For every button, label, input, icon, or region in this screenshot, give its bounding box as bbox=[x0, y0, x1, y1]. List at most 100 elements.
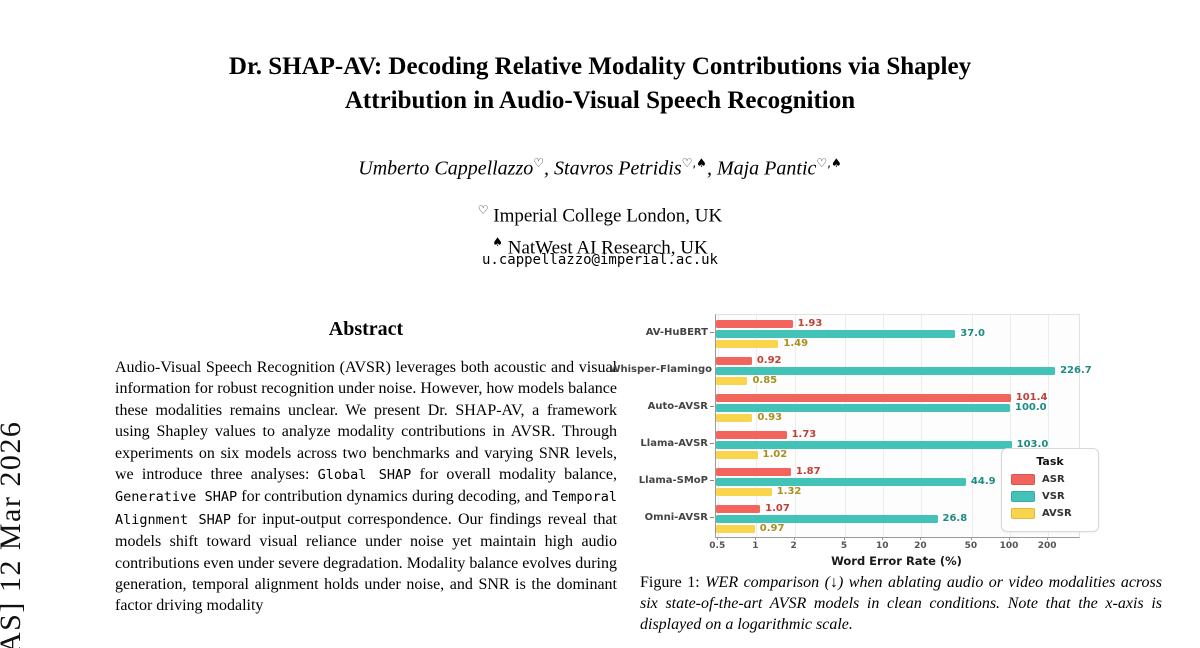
affiliation-text: Imperial College London, UK bbox=[488, 205, 723, 227]
bar-value-label: 226.7 bbox=[1060, 365, 1092, 376]
x-tick-label: 0.5 bbox=[709, 541, 726, 551]
bar-row: 0.97 bbox=[716, 524, 1079, 534]
bar-row: 1.49 bbox=[716, 338, 1079, 349]
category-label: AV-HuBERT bbox=[636, 314, 714, 351]
figure-caption-text: WER comparison (↓) when ablating audio o… bbox=[640, 574, 1163, 634]
abstract-heading: Abstract bbox=[328, 318, 404, 340]
figure-caption-label: Figure 1: bbox=[640, 574, 700, 591]
bar-row: 1.07 bbox=[716, 504, 1079, 514]
bar-value-label: 1.87 bbox=[795, 466, 821, 477]
bar-row: 26.8 bbox=[716, 513, 1079, 524]
abstract-segment: for overall modality balance, bbox=[411, 466, 618, 484]
chart-x-ticks: 0.5 1 2 5 10 20 50 100 200 bbox=[709, 537, 1078, 551]
bar-value-label: 44.9 bbox=[970, 476, 996, 487]
bar-value-label: 0.93 bbox=[757, 412, 783, 423]
gridline bbox=[756, 315, 758, 537]
author-name: Stavros Petridis bbox=[554, 157, 682, 180]
x-tick-mark bbox=[844, 537, 846, 540]
bar-value-label: 1.49 bbox=[783, 338, 809, 349]
category-label: Auto-AVSR bbox=[636, 388, 714, 425]
legend-swatch-avsr bbox=[1011, 508, 1035, 519]
bar-value-label: 26.8 bbox=[942, 513, 968, 524]
x-tick-label: 5 bbox=[840, 541, 848, 551]
affiliation-symbol: ♡ bbox=[477, 203, 489, 217]
bar-group: 1.87 44.9 1.32 bbox=[716, 463, 1079, 500]
legend-entry: ASR bbox=[1011, 474, 1089, 485]
abstract-segment: for input-output correspondence. Our fin… bbox=[115, 510, 617, 615]
chart-legend: Task ASR VSR AVSR bbox=[1001, 448, 1099, 532]
chart-bar-groups: 1.93 37.0 1.49 0.92 226.7 0.85 101.4 100.0 0.93 1… bbox=[716, 315, 1092, 537]
gridline bbox=[883, 315, 885, 537]
bar-row: 103.0 bbox=[716, 440, 1079, 450]
contact-email: u.cappellazzo@imperial.ac.uk bbox=[481, 252, 718, 268]
author-separator: , bbox=[544, 157, 555, 180]
authors-line: Umberto Cappellazzo♡, Stavros Petridis♡,… bbox=[0, 156, 1200, 181]
bar-avsr bbox=[716, 413, 753, 422]
chart-category-labels: AV-HuBERT Whisper-Flamingo Auto-AVSR Llama-… bbox=[609, 314, 714, 536]
x-tick-mark bbox=[1047, 537, 1049, 540]
figure-chart: AV-HuBERT Whisper-Flamingo Auto-AVSR Llama-… bbox=[609, 306, 1196, 574]
legend-label: VSR bbox=[1042, 491, 1065, 502]
author-separator: , bbox=[706, 157, 717, 180]
legend-swatch-vsr bbox=[1011, 491, 1035, 502]
gridline bbox=[921, 315, 923, 537]
bar-row: 0.92 bbox=[716, 355, 1079, 366]
x-tick-label: 50 bbox=[964, 541, 978, 551]
affiliation-text: NatWest AI Research, UK bbox=[502, 237, 708, 259]
abstract-mono-term: Temporal Alignment SHAP bbox=[115, 489, 617, 528]
bar-group: 0.92 226.7 0.85 bbox=[716, 352, 1092, 389]
gridline bbox=[718, 315, 720, 537]
x-tick-mark bbox=[970, 537, 972, 540]
gridline bbox=[1048, 315, 1050, 537]
bar-asr bbox=[716, 319, 793, 328]
bar-avsr bbox=[716, 339, 779, 348]
bar-row: 1.93 bbox=[716, 319, 1079, 329]
bar-value-label: 1.73 bbox=[791, 429, 817, 440]
bar-group: 101.4 100.0 0.93 bbox=[716, 389, 1079, 426]
bar-value-label: 37.0 bbox=[960, 328, 985, 339]
bar-value-label: 0.92 bbox=[756, 355, 782, 366]
x-tick-label: 20 bbox=[914, 541, 927, 551]
chart-x-axis-label: Word Error Rate (%) bbox=[831, 554, 962, 568]
bar-group: 1.07 26.8 0.97 bbox=[716, 500, 1079, 537]
author-name: Maja Pantic bbox=[716, 157, 817, 180]
legend-label: AVSR bbox=[1042, 508, 1072, 519]
paper-title: Dr. SHAP-AV: Decoding Relative Modality … bbox=[0, 50, 1200, 118]
abstract-text: Audio-Visual Speech Recognition (AVSR) l… bbox=[115, 357, 617, 617]
chart-plot-area: 1.93 37.0 1.49 0.92 226.7 0.85 101.4 100.0 0.93 1… bbox=[715, 314, 1092, 538]
bar-row: 100.0 bbox=[716, 402, 1079, 413]
bar-group: 1.93 37.0 1.49 bbox=[716, 315, 1079, 352]
author-affiliation-marks: ♡,♠ bbox=[681, 156, 707, 170]
bar-row: 0.85 bbox=[716, 376, 1079, 386]
bar-asr bbox=[716, 393, 1011, 402]
figure-caption: Figure 1: WER comparison (↓) when ablati… bbox=[640, 572, 1162, 636]
bar-asr bbox=[716, 504, 761, 513]
bar-vsr bbox=[716, 403, 1010, 412]
bar-row: 0.93 bbox=[716, 412, 1079, 423]
legend-swatch-asr bbox=[1011, 474, 1035, 485]
category-label: Llama-SMoP bbox=[636, 462, 714, 499]
bar-vsr bbox=[716, 329, 956, 338]
category-label: Omni-AVSR bbox=[636, 499, 714, 536]
bar-row: 1.87 bbox=[716, 466, 1079, 477]
x-tick-label: 2 bbox=[790, 541, 797, 551]
arxiv-watermark: AS] 12 Mar 2026 bbox=[0, 420, 27, 648]
legend-title: Task bbox=[1036, 455, 1064, 468]
bar-value-label: 1.32 bbox=[776, 486, 802, 497]
x-tick-label: 200 bbox=[1037, 541, 1057, 551]
author-name: Umberto Cappellazzo bbox=[358, 157, 534, 180]
affiliation-line: ♠ NatWest AI Research, UK bbox=[0, 229, 1200, 261]
affiliations: ♡ Imperial College London, UK ♠ NatWest A… bbox=[0, 197, 1200, 262]
bar-value-label: 100.0 bbox=[1015, 402, 1047, 413]
x-tick-mark bbox=[755, 537, 757, 540]
gridline bbox=[845, 315, 847, 537]
paper-title-line1: Dr. SHAP-AV: Decoding Relative Modality … bbox=[228, 53, 972, 80]
legend-entry: AVSR bbox=[1011, 508, 1089, 519]
bar-vsr bbox=[716, 366, 1056, 375]
category-label: Llama-AVSR bbox=[636, 425, 714, 462]
bar-avsr bbox=[716, 524, 755, 533]
bar-row: 101.4 bbox=[716, 393, 1079, 403]
x-tick-mark bbox=[717, 537, 719, 540]
affiliation-symbol: ♠ bbox=[492, 235, 503, 250]
